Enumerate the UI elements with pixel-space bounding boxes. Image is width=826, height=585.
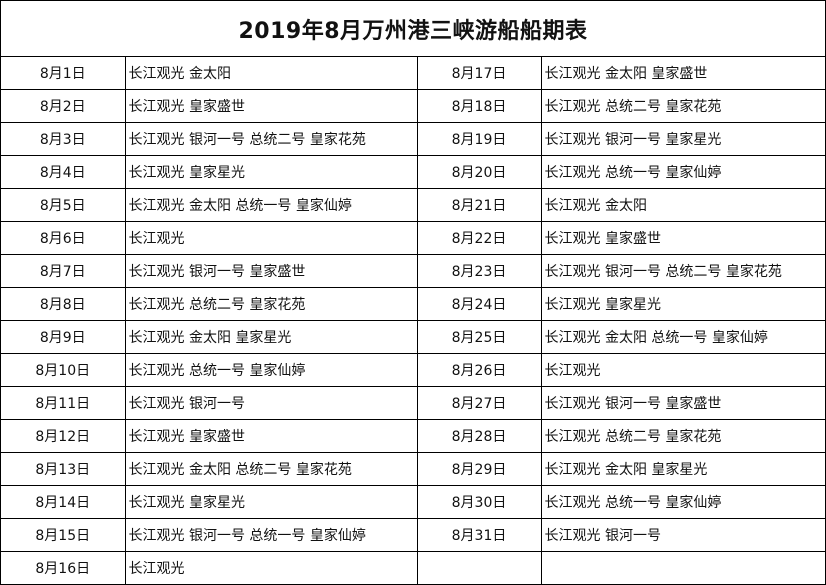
ships-cell[interactable]: 长江观光 xyxy=(124,551,418,584)
table-row: 8月14日 长江观光 皇家星光 8月30日 长江观光 总统一号 皇家仙婷 xyxy=(1,485,825,519)
ships-cell[interactable]: 长江观光 金太阳 总统一号 皇家仙婷 xyxy=(124,188,418,222)
date-cell[interactable]: 8月7日 xyxy=(1,254,126,288)
ships-cell[interactable]: 长江观光 银河一号 皇家星光 xyxy=(540,122,825,156)
date-cell[interactable]: 8月22日 xyxy=(416,221,542,255)
ships-cell[interactable]: 长江观光 金太阳 皇家盛世 xyxy=(540,57,825,90)
table-row: 8月2日 长江观光 皇家盛世 8月18日 长江观光 总统二号 皇家花苑 xyxy=(1,89,825,123)
table-row: 8月11日 长江观光 银河一号 8月27日 长江观光 银河一号 皇家盛世 xyxy=(1,386,825,420)
table-row: 8月6日 长江观光 8月22日 长江观光 皇家盛世 xyxy=(1,221,825,255)
ships-cell[interactable]: 长江观光 皇家盛世 xyxy=(540,221,825,255)
ships-cell[interactable]: 长江观光 银河一号 总统一号 皇家仙婷 xyxy=(124,518,418,552)
date-cell[interactable]: 8月24日 xyxy=(416,287,542,321)
date-cell[interactable]: 8月31日 xyxy=(416,518,542,552)
table-row: 8月8日 长江观光 总统二号 皇家花苑 8月24日 长江观光 皇家星光 xyxy=(1,287,825,321)
date-cell[interactable]: 8月23日 xyxy=(416,254,542,288)
ships-cell[interactable]: 长江观光 银河一号 总统二号 皇家花苑 xyxy=(540,254,825,288)
ships-cell[interactable]: 长江观光 皇家星光 xyxy=(124,485,418,519)
ships-cell[interactable]: 长江观光 金太阳 总统一号 皇家仙婷 xyxy=(540,320,825,354)
table-row: 8月1日 长江观光 金太阳 8月17日 长江观光 金太阳 皇家盛世 xyxy=(1,57,825,90)
date-cell[interactable]: 8月3日 xyxy=(1,122,126,156)
table-row: 8月10日 长江观光 总统一号 皇家仙婷 8月26日 长江观光 xyxy=(1,353,825,387)
ships-cell[interactable]: 长江观光 皇家星光 xyxy=(124,155,418,189)
date-cell[interactable]: 8月26日 xyxy=(416,353,542,387)
ships-cell[interactable]: 长江观光 总统一号 皇家仙婷 xyxy=(540,155,825,189)
ships-cell[interactable]: 长江观光 金太阳 xyxy=(124,57,418,90)
date-cell[interactable]: 8月16日 xyxy=(1,551,126,584)
date-cell[interactable]: 8月6日 xyxy=(1,221,126,255)
ships-cell[interactable]: 长江观光 总统二号 皇家花苑 xyxy=(124,287,418,321)
ships-cell[interactable]: 长江观光 皇家盛世 xyxy=(124,89,418,123)
date-cell[interactable]: 8月1日 xyxy=(1,57,126,90)
ships-cell[interactable]: 长江观光 金太阳 xyxy=(540,188,825,222)
ships-cell[interactable]: 长江观光 银河一号 皇家盛世 xyxy=(124,254,418,288)
ships-cell[interactable]: 长江观光 总统二号 皇家花苑 xyxy=(540,419,825,453)
date-cell[interactable]: 8月14日 xyxy=(1,485,126,519)
date-cell[interactable]: 8月9日 xyxy=(1,320,126,354)
ships-cell[interactable]: 长江观光 金太阳 皇家星光 xyxy=(540,452,825,486)
table-row: 8月5日 长江观光 金太阳 总统一号 皇家仙婷 8月21日 长江观光 金太阳 xyxy=(1,188,825,222)
table-row: 8月13日 长江观光 金太阳 总统二号 皇家花苑 8月29日 长江观光 金太阳 皇家星… xyxy=(1,452,825,486)
ships-cell[interactable]: 长江观光 皇家盛世 xyxy=(124,419,418,453)
sheet-title[interactable]: 2019年8月万州港三峡游船船期表 xyxy=(1,1,825,57)
ships-cell[interactable]: 长江观光 金太阳 皇家星光 xyxy=(124,320,418,354)
ships-cell[interactable]: 长江观光 总统二号 皇家花苑 xyxy=(540,89,825,123)
table-row: 8月7日 长江观光 银河一号 皇家盛世 8月23日 长江观光 银河一号 总统二号 皇家… xyxy=(1,254,825,288)
schedule-table: 8月1日 长江观光 金太阳 8月17日 长江观光 金太阳 皇家盛世 8月2日 长江观光 皇… xyxy=(1,57,825,584)
ships-cell[interactable]: 长江观光 金太阳 总统二号 皇家花苑 xyxy=(124,452,418,486)
ships-cell[interactable]: 长江观光 银河一号 皇家盛世 xyxy=(540,386,825,420)
date-cell[interactable]: 8月25日 xyxy=(416,320,542,354)
date-cell[interactable]: 8月4日 xyxy=(1,155,126,189)
date-cell[interactable]: 8月27日 xyxy=(416,386,542,420)
ships-cell[interactable]: 长江观光 皇家星光 xyxy=(540,287,825,321)
date-cell[interactable]: 8月2日 xyxy=(1,89,126,123)
ships-cell[interactable]: 长江观光 总统一号 皇家仙婷 xyxy=(124,353,418,387)
ships-cell[interactable]: 长江观光 银河一号 xyxy=(540,518,825,552)
date-cell[interactable]: 8月18日 xyxy=(416,89,542,123)
date-cell[interactable]: 8月29日 xyxy=(416,452,542,486)
date-cell[interactable] xyxy=(416,551,542,584)
date-cell[interactable]: 8月5日 xyxy=(1,188,126,222)
date-cell[interactable]: 8月30日 xyxy=(416,485,542,519)
table-row: 8月15日 长江观光 银河一号 总统一号 皇家仙婷 8月31日 长江观光 银河一号 xyxy=(1,518,825,552)
date-cell[interactable]: 8月13日 xyxy=(1,452,126,486)
ships-cell[interactable]: 长江观光 银河一号 xyxy=(124,386,418,420)
ships-cell[interactable]: 长江观光 总统一号 皇家仙婷 xyxy=(540,485,825,519)
date-cell[interactable]: 8月21日 xyxy=(416,188,542,222)
date-cell[interactable]: 8月11日 xyxy=(1,386,126,420)
table-row: 8月4日 长江观光 皇家星光 8月20日 长江观光 总统一号 皇家仙婷 xyxy=(1,155,825,189)
table-row: 8月3日 长江观光 银河一号 总统二号 皇家花苑 8月19日 长江观光 银河一号 皇家… xyxy=(1,122,825,156)
ships-cell[interactable] xyxy=(540,551,825,584)
ships-cell[interactable]: 长江观光 xyxy=(540,353,825,387)
date-cell[interactable]: 8月28日 xyxy=(416,419,542,453)
date-cell[interactable]: 8月12日 xyxy=(1,419,126,453)
date-cell[interactable]: 8月15日 xyxy=(1,518,126,552)
date-cell[interactable]: 8月19日 xyxy=(416,122,542,156)
date-cell[interactable]: 8月8日 xyxy=(1,287,126,321)
table-row: 8月9日 长江观光 金太阳 皇家星光 8月25日 长江观光 金太阳 总统一号 皇家仙婷 xyxy=(1,320,825,354)
table-row: 8月16日 长江观光 xyxy=(1,551,825,584)
date-cell[interactable]: 8月17日 xyxy=(416,57,542,90)
date-cell[interactable]: 8月20日 xyxy=(416,155,542,189)
table-row: 8月12日 长江观光 皇家盛世 8月28日 长江观光 总统二号 皇家花苑 xyxy=(1,419,825,453)
ships-cell[interactable]: 长江观光 xyxy=(124,221,418,255)
date-cell[interactable]: 8月10日 xyxy=(1,353,126,387)
ships-cell[interactable]: 长江观光 银河一号 总统二号 皇家花苑 xyxy=(124,122,418,156)
